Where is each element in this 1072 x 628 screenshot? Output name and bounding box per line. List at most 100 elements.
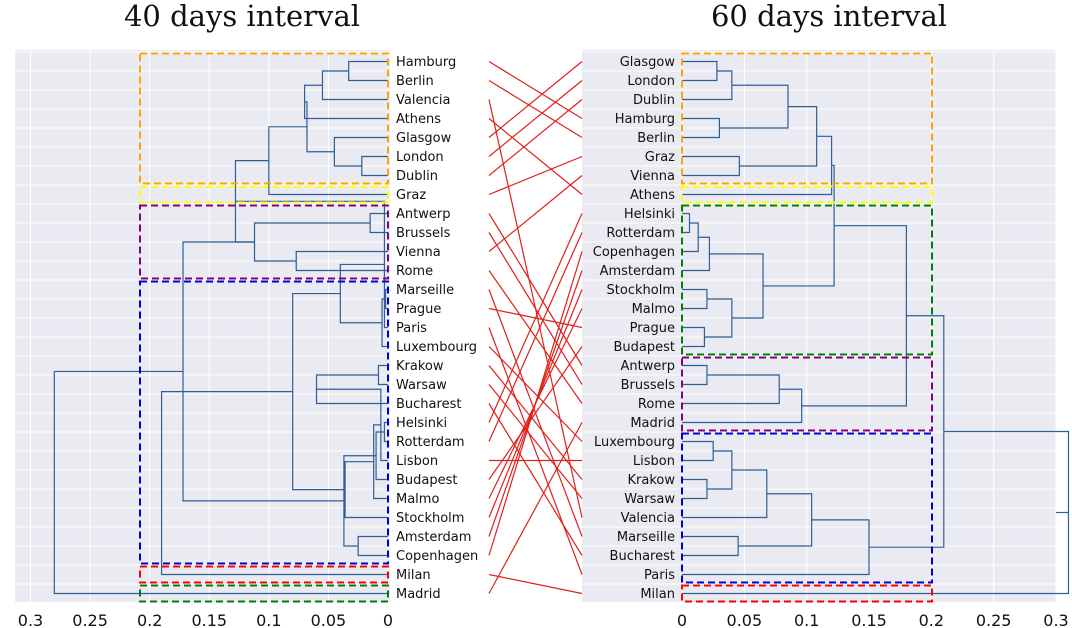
right-dendrogram-link (682, 469, 768, 519)
connector-madrid (488, 422, 583, 594)
leaf-label-brussels: Brussels (396, 226, 451, 241)
leaf-label-bucharest: Bucharest (396, 397, 461, 412)
leaf-label-budapest: Budapest (614, 340, 676, 355)
left-dendrogram-link (304, 101, 335, 153)
right-cluster-highlight-box (681, 432, 933, 584)
leaf-label-warsaw: Warsaw (624, 492, 675, 507)
leaf-label-vienna: Vienna (630, 169, 675, 184)
left-chart-title: 40 days interval (124, 0, 360, 33)
leaf-label-paris: Paris (396, 321, 427, 336)
leaf-label-krakow: Krakow (396, 359, 444, 374)
left-dendrogram-link (385, 288, 388, 310)
left-cluster-highlight-box (139, 204, 389, 280)
connector-hamburg (488, 60, 583, 120)
left-cluster-highlight-box (139, 280, 389, 565)
left-cluster-highlight-box (139, 584, 389, 603)
leaf-label-berlin: Berlin (396, 74, 434, 89)
right-cluster-highlight-box (681, 204, 933, 356)
left-dendrogram-link (295, 250, 388, 272)
leaf-label-stockholm: Stockholm (607, 283, 675, 298)
right-dendrogram-link (682, 478, 708, 500)
left-x-tick-label: 0.3 (18, 611, 43, 628)
right-dendrogram-link (682, 288, 708, 310)
connector-luxembourg (488, 346, 583, 442)
leaf-label-athens: Athens (630, 188, 675, 203)
leaf-label-madrid: Madrid (630, 416, 675, 431)
connector-graz (488, 155, 583, 196)
right-x-tick-label: 0.15 (851, 611, 887, 628)
leaf-label-helsinki: Helsinki (396, 416, 447, 431)
right-x-tick-label: 0.05 (727, 611, 763, 628)
leaf-label-london: London (627, 74, 675, 89)
leaf-label-antwerp: Antwerp (396, 207, 450, 222)
leaf-label-graz: Graz (645, 150, 675, 165)
leaf-label-glasgow: Glasgow (396, 131, 452, 146)
left-dendrogram-link (160, 390, 388, 576)
left-dendrogram-link (53, 370, 388, 595)
leaf-label-prague: Prague (630, 321, 675, 336)
leaf-label-valencia: Valencia (396, 93, 450, 108)
connector-bucharest (488, 403, 583, 556)
connector-vienna (488, 175, 583, 252)
connector-glasgow (488, 61, 583, 138)
leaf-label-helsinki: Helsinki (624, 207, 675, 222)
right-dendrogram-link (738, 493, 813, 547)
leaf-label-warsaw: Warsaw (396, 378, 447, 393)
right-cluster-highlight-box (681, 185, 933, 204)
leaf-label-copenhagen: Copenhagen (593, 245, 675, 260)
leaf-label-budapest: Budapest (396, 473, 458, 488)
leaf-label-malmo: Malmo (396, 492, 439, 507)
leaf-label-dublin: Dublin (633, 93, 675, 108)
leaf-label-marseille: Marseille (617, 530, 675, 545)
connector-milan (488, 573, 583, 595)
leaf-label-hamburg: Hamburg (396, 55, 456, 70)
leaf-label-london: London (396, 150, 444, 165)
right-cluster-highlight-box (681, 52, 933, 185)
leaf-label-amsterdam: Amsterdam (396, 530, 471, 545)
left-dendrogram-link (292, 292, 346, 491)
leaf-label-rome: Rome (396, 264, 433, 279)
right-dendrogram-panel: 60 days interval 0 0.05 0.1 0.15 0.2 0.25 0.3 Gl… (582, 0, 1070, 628)
leaf-label-rotterdam: Rotterdam (396, 435, 465, 450)
leaf-label-copenhagen: Copenhagen (396, 549, 478, 564)
right-x-tick-label: 0.3 (1043, 611, 1068, 628)
right-cluster-highlight-box (681, 584, 933, 603)
right-x-tick-label: 0.1 (794, 611, 819, 628)
connector-berlin (488, 79, 583, 139)
leaf-label-luxembourg: Luxembourg (594, 435, 675, 450)
connector-london (488, 80, 583, 157)
right-dendrogram-link (682, 430, 1070, 595)
left-dendrogram-link (303, 84, 388, 120)
leaf-label-brussels: Brussels (621, 378, 676, 393)
leaf-label-vienna: Vienna (396, 245, 441, 260)
connector-athens (488, 118, 583, 195)
leaf-label-krakow: Krakow (628, 473, 676, 488)
leaf-label-milan: Milan (396, 568, 431, 583)
leaf-label-glasgow: Glasgow (620, 55, 676, 70)
leaf-label-lisbon: Lisbon (633, 454, 675, 469)
right-x-tick-label: 0 (677, 611, 687, 628)
leaf-label-prague: Prague (396, 302, 441, 317)
leaf-label-amsterdam: Amsterdam (600, 264, 675, 279)
leaf-label-dublin: Dublin (396, 169, 438, 184)
leaf-label-marseille: Marseille (396, 283, 454, 298)
right-dendrogram-link (763, 164, 835, 287)
leaf-label-rome: Rome (638, 397, 675, 412)
connector-budapest (488, 346, 583, 480)
left-dendrogram-link (377, 364, 388, 386)
leaf-label-antwerp: Antwerp (621, 359, 675, 374)
right-plot-background (582, 50, 1056, 602)
leaf-label-hamburg: Hamburg (615, 112, 675, 127)
left-x-tick-label: 0.2 (137, 611, 162, 628)
left-cluster-highlight-box (139, 52, 389, 185)
left-cluster-highlight-box (139, 185, 389, 204)
leaf-label-graz: Graz (396, 188, 426, 203)
leaf-label-lisbon: Lisbon (396, 454, 438, 469)
right-x-tick-label: 0.2 (919, 611, 944, 628)
right-cluster-highlight-box (681, 356, 933, 432)
left-cluster-highlight-box (139, 565, 389, 584)
right-dendrogram-link (709, 253, 764, 319)
connector-helsinki (488, 213, 583, 423)
left-x-tick-label: 0 (383, 611, 393, 628)
